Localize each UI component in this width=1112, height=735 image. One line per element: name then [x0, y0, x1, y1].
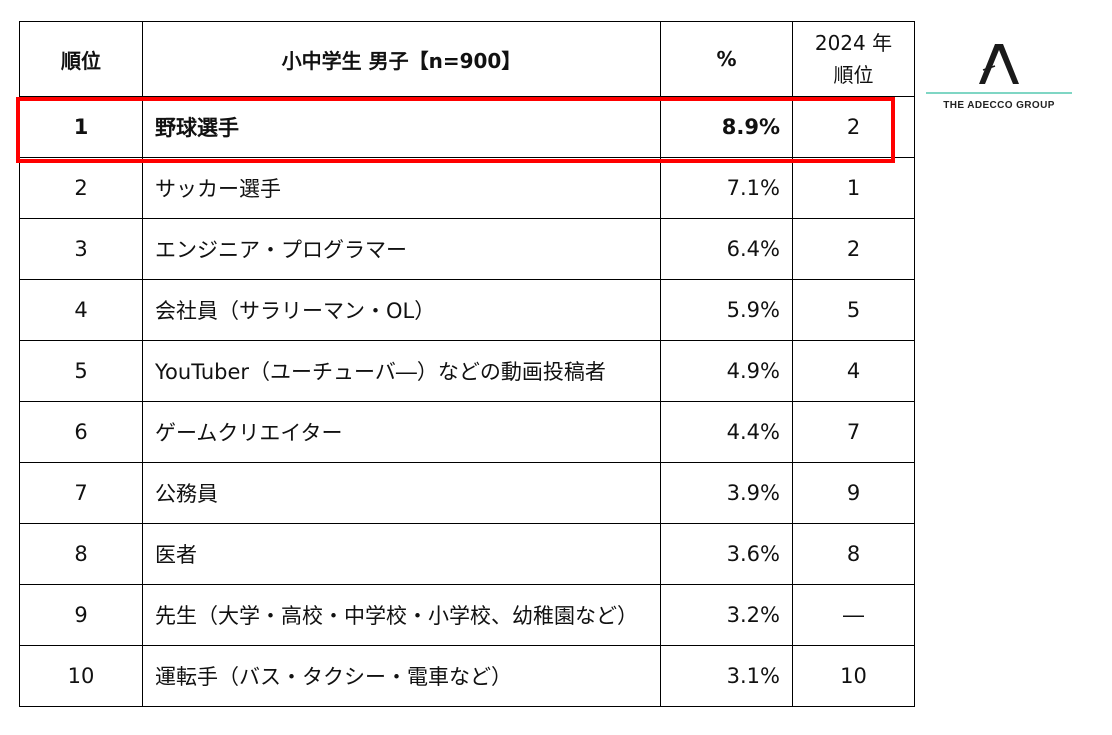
- table-row: 4 会社員（サラリーマン・OL） 5.9% 5: [19, 279, 915, 341]
- prev-rank-cell: 5: [792, 279, 915, 341]
- job-cell: ゲームクリエイター: [142, 401, 661, 463]
- percent-cell: 8.9%: [660, 96, 793, 158]
- prev-rank-cell: 2: [792, 218, 915, 280]
- rank-cell: 4: [19, 279, 143, 341]
- percent-cell: 6.4%: [660, 218, 793, 280]
- rank-cell: 9: [19, 584, 143, 646]
- prev-rank-cell: 1: [792, 157, 915, 219]
- prev-rank-cell: 9: [792, 462, 915, 524]
- table-row: 7 公務員 3.9% 9: [19, 462, 915, 524]
- job-cell: 先生（大学・高校・中学校・小学校、幼稚園など）: [142, 584, 661, 646]
- percent-cell: 4.9%: [660, 340, 793, 402]
- job-cell: サッカー選手: [142, 157, 661, 219]
- percent-cell: 7.1%: [660, 157, 793, 219]
- job-cell: YouTuber（ユーチューバ―）などの動画投稿者: [142, 340, 661, 402]
- table-row: 8 医者 3.6% 8: [19, 523, 915, 585]
- table-row: 3 エンジニア・プログラマー 6.4% 2: [19, 218, 915, 280]
- table-row: 2 サッカー選手 7.1% 1: [19, 157, 915, 219]
- percent-cell: 3.9%: [660, 462, 793, 524]
- prev-rank-cell: 8: [792, 523, 915, 585]
- logo-accent-line: [926, 92, 1072, 94]
- rank-cell: 6: [19, 401, 143, 463]
- prev-rank-cell: ―: [792, 584, 915, 646]
- job-cell: 医者: [142, 523, 661, 585]
- job-cell: 運転手（バス・タクシー・電車など）: [142, 645, 661, 707]
- rank-cell: 8: [19, 523, 143, 585]
- job-cell: 会社員（サラリーマン・OL）: [142, 279, 661, 341]
- prev-rank-cell: 10: [792, 645, 915, 707]
- logo-text: THE ADECCO GROUP: [943, 100, 1055, 111]
- header-prev-rank: 2024 年 順位: [792, 21, 915, 97]
- percent-cell: 4.4%: [660, 401, 793, 463]
- prev-rank-cell: 2: [792, 96, 915, 158]
- prev-rank-cell: 7: [792, 401, 915, 463]
- header-row: 順位 小中学生 男子【n=900】 % 2024 年 順位: [19, 21, 915, 97]
- percent-cell: 5.9%: [660, 279, 793, 341]
- table-row: 10 運転手（バス・タクシー・電車など） 3.1% 10: [19, 645, 915, 707]
- job-cell: 野球選手: [142, 96, 661, 158]
- adecco-a-icon: [979, 44, 1019, 84]
- rank-cell: 7: [19, 462, 143, 524]
- rank-cell: 10: [19, 645, 143, 707]
- table-row: 5 YouTuber（ユーチューバ―）などの動画投稿者 4.9% 4: [19, 340, 915, 402]
- header-prev-year: 2024 年: [814, 31, 893, 55]
- prev-rank-cell: 4: [792, 340, 915, 402]
- percent-cell: 3.6%: [660, 523, 793, 585]
- rank-cell: 3: [19, 218, 143, 280]
- ranking-table: 順位 小中学生 男子【n=900】 % 2024 年 順位 1 野球選手 8.9…: [19, 21, 915, 707]
- job-cell: 公務員: [142, 462, 661, 524]
- adecco-group-logo: THE ADECCO GROUP: [926, 42, 1072, 116]
- table-row: 6 ゲームクリエイター 4.4% 7: [19, 401, 915, 463]
- header-percent: %: [660, 21, 793, 97]
- job-cell: エンジニア・プログラマー: [142, 218, 661, 280]
- table-row: 1 野球選手 8.9% 2: [19, 96, 915, 158]
- percent-cell: 3.2%: [660, 584, 793, 646]
- header-rank: 順位: [19, 21, 143, 97]
- rank-cell: 2: [19, 157, 143, 219]
- rank-cell: 1: [19, 96, 143, 158]
- percent-cell: 3.1%: [660, 645, 793, 707]
- table-row: 9 先生（大学・高校・中学校・小学校、幼稚園など） 3.2% ―: [19, 584, 915, 646]
- header-job: 小中学生 男子【n=900】: [142, 21, 661, 97]
- header-prev-label: 順位: [833, 63, 874, 87]
- rank-cell: 5: [19, 340, 143, 402]
